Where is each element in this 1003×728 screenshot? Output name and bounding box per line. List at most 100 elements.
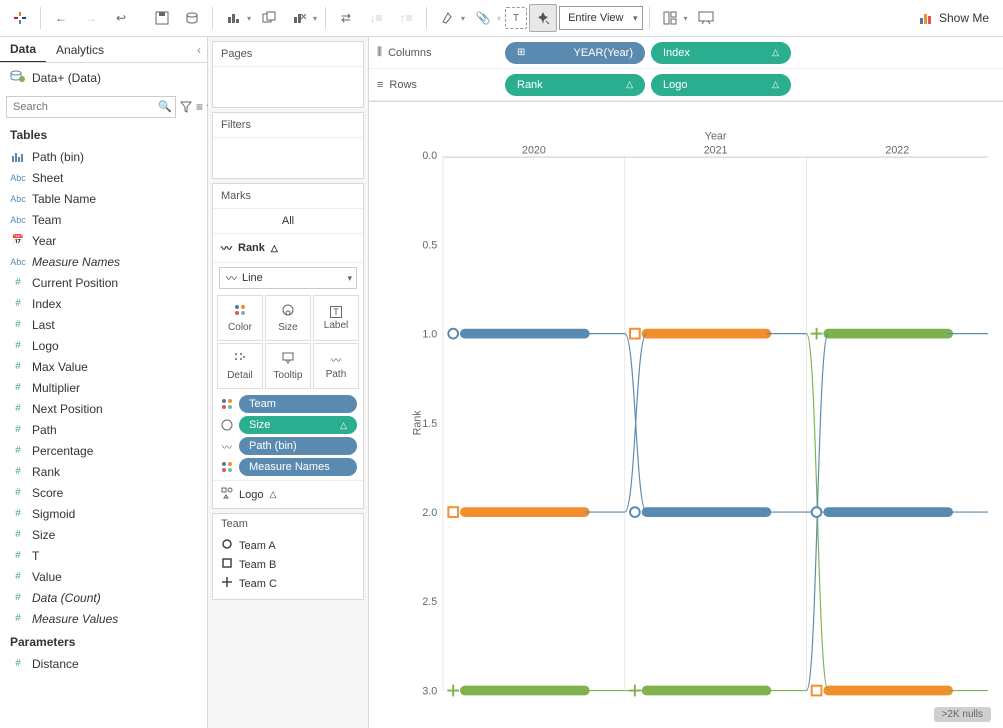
shelf-pill-index[interactable]: Index△	[651, 42, 791, 64]
pill-label: Index	[663, 47, 690, 59]
chart-area[interactable]: Year2020202120220.00.51.01.52.02.53.0Ran…	[369, 102, 1003, 728]
collapse-pane-icon[interactable]: ‹	[191, 37, 207, 62]
tab-data[interactable]: Data	[0, 37, 46, 62]
mark-pill-path-bin-[interactable]: 〰Path (bin)	[219, 437, 357, 455]
field-t[interactable]: #T	[0, 545, 207, 566]
field-rank[interactable]: #Rank	[0, 461, 207, 482]
field-multiplier[interactable]: #Multiplier	[0, 377, 207, 398]
revert-icon[interactable]: ↩	[107, 4, 135, 32]
marks-rank-section[interactable]: 〰 Rank △	[213, 234, 363, 263]
field-sheet[interactable]: AbcSheet	[0, 167, 207, 188]
save-icon[interactable]	[148, 4, 176, 32]
columns-shelf[interactable]: ⊞YEAR(Year) Index△	[499, 42, 1003, 64]
field-type-icon: #	[10, 298, 26, 309]
detail-cell[interactable]: Detail	[217, 343, 263, 389]
field-label: Distance	[32, 657, 79, 671]
sort-asc-icon[interactable]: ↓≡	[362, 4, 390, 32]
new-datasource-icon[interactable]	[178, 4, 206, 32]
rows-shelf[interactable]: Rank△ Logo△	[499, 74, 1003, 96]
group-chevron-icon[interactable]: ▾	[497, 14, 501, 23]
mark-pill-size[interactable]: Size△	[219, 416, 357, 434]
highlight-icon[interactable]	[433, 4, 461, 32]
field-next-position[interactable]: #Next Position	[0, 398, 207, 419]
labels-icon[interactable]: T	[505, 7, 527, 29]
shelf-pill-rank[interactable]: Rank△	[505, 74, 645, 96]
clear-sheet-chevron-icon[interactable]: ▾	[313, 14, 317, 23]
search-icon: 🔍	[158, 100, 172, 113]
view-options-icon[interactable]: ≡	[196, 98, 203, 116]
tableau-logo-icon[interactable]	[6, 4, 34, 32]
field-index[interactable]: #Index	[0, 293, 207, 314]
field-data-count-[interactable]: #Data (Count)	[0, 587, 207, 608]
legend-shape-icon	[221, 557, 233, 572]
field-path-bin-[interactable]: Path (bin)	[0, 146, 207, 167]
tab-analytics[interactable]: Analytics	[46, 37, 114, 62]
new-worksheet-icon[interactable]	[219, 4, 247, 32]
param-distance[interactable]: #Distance	[0, 653, 207, 674]
undo-icon[interactable]: ←	[47, 4, 75, 32]
duplicate-sheet-icon[interactable]	[255, 4, 283, 32]
show-cards-chevron-icon[interactable]: ▾	[684, 14, 688, 23]
field-last[interactable]: #Last	[0, 314, 207, 335]
presentation-icon[interactable]	[692, 4, 720, 32]
tables-header: Tables	[0, 122, 207, 146]
marks-all-tab[interactable]: All	[213, 209, 363, 234]
highlight-chevron-icon[interactable]: ▾	[461, 14, 465, 23]
path-cell[interactable]: 〰Path	[313, 343, 359, 389]
datasource-row[interactable]: Data+ (Data)	[0, 63, 207, 92]
fit-dropdown[interactable]: Entire View	[559, 6, 642, 30]
field-score[interactable]: #Score	[0, 482, 207, 503]
mark-pill-measure-names[interactable]: Measure Names	[219, 458, 357, 476]
new-worksheet-chevron-icon[interactable]: ▾	[247, 14, 251, 23]
shelf-pill-logo[interactable]: Logo△	[651, 74, 791, 96]
field-year[interactable]: 📅Year	[0, 230, 207, 251]
shelf-pill-year-year-[interactable]: ⊞YEAR(Year)	[505, 42, 645, 64]
delta-icon: △	[626, 79, 633, 90]
mark-pill-label: Size△	[239, 416, 357, 434]
mark-pill-team[interactable]: Team	[219, 395, 357, 413]
nulls-indicator[interactable]: >2K nulls	[934, 707, 991, 722]
size-cell[interactable]: Size	[265, 295, 311, 341]
datasource-label: Data+ (Data)	[32, 71, 101, 85]
svg-text:2020: 2020	[522, 144, 546, 156]
field-team[interactable]: AbcTeam	[0, 209, 207, 230]
legend-item-team-a[interactable]: Team A	[221, 536, 355, 555]
group-icon[interactable]: 📎	[469, 4, 497, 32]
field-type-icon: #	[10, 361, 26, 372]
legend-item-team-b[interactable]: Team B	[221, 555, 355, 574]
delta-icon: △	[271, 243, 278, 254]
pages-shelf[interactable]	[213, 67, 363, 107]
field-sigmoid[interactable]: #Sigmoid	[0, 503, 207, 524]
clear-sheet-icon[interactable]	[285, 4, 313, 32]
label-cell[interactable]: TLabel	[313, 295, 359, 341]
marks-logo-section[interactable]: Logo △	[213, 480, 363, 508]
mark-type-dropdown[interactable]: 〰 Line	[219, 267, 357, 289]
field-max-value[interactable]: #Max Value	[0, 356, 207, 377]
rank-section-label: Rank	[238, 242, 265, 254]
field-path[interactable]: #Path	[0, 419, 207, 440]
color-cell[interactable]: Color	[217, 295, 263, 341]
redo-icon[interactable]: →	[77, 4, 105, 32]
search-input[interactable]	[6, 96, 176, 118]
svg-text:2021: 2021	[704, 144, 728, 156]
swap-icon[interactable]: ⇄	[332, 4, 360, 32]
columns-icon: ⫼	[377, 46, 382, 59]
sort-desc-icon[interactable]: ↑≡	[392, 4, 420, 32]
tooltip-cell[interactable]: Tooltip	[265, 343, 311, 389]
top-toolbar: ← → ↩ ▾ ▾ ⇄ ↓≡ ↑≡ ▾ 📎▾ T Entire View ▾ S…	[0, 0, 1003, 37]
filters-shelf[interactable]	[213, 138, 363, 178]
field-table-name[interactable]: AbcTable Name	[0, 188, 207, 209]
pin-icon[interactable]	[529, 4, 557, 32]
field-measure-values[interactable]: #Measure Values	[0, 608, 207, 629]
field-value[interactable]: #Value	[0, 566, 207, 587]
field-percentage[interactable]: #Percentage	[0, 440, 207, 461]
field-logo[interactable]: #Logo	[0, 335, 207, 356]
field-current-position[interactable]: #Current Position	[0, 272, 207, 293]
field-label: Multiplier	[32, 381, 80, 395]
show-me-button[interactable]: Show Me	[911, 11, 997, 25]
filter-fields-icon[interactable]	[180, 98, 192, 116]
legend-item-team-c[interactable]: Team C	[221, 574, 355, 593]
field-measure-names[interactable]: AbcMeasure Names	[0, 251, 207, 272]
field-size[interactable]: #Size	[0, 524, 207, 545]
show-cards-icon[interactable]	[656, 4, 684, 32]
